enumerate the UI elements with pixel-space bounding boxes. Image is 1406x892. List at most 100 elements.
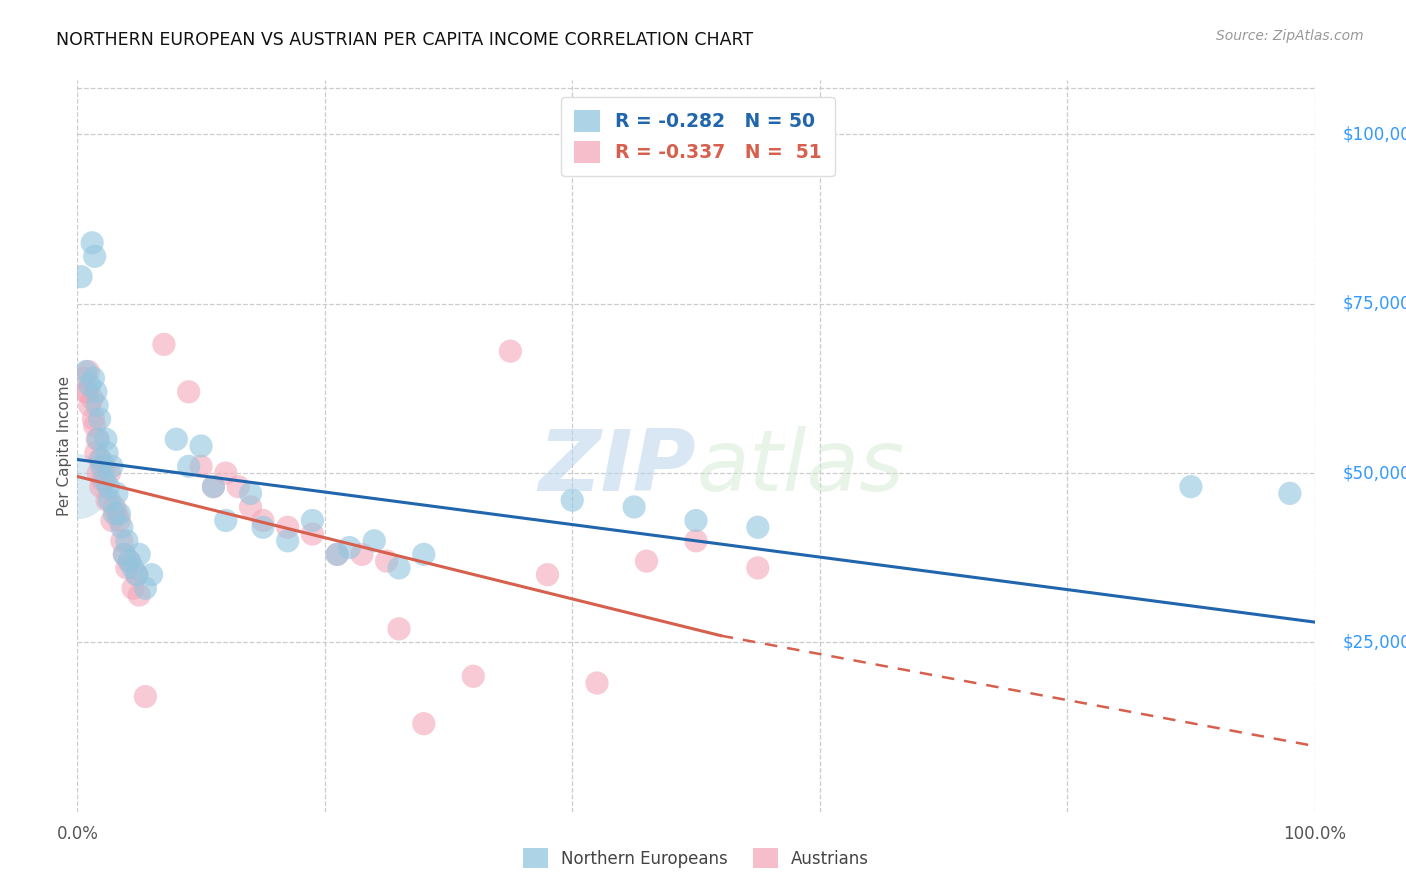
Point <box>118 554 141 568</box>
Point <box>252 514 274 528</box>
Point <box>87 432 110 446</box>
Point <box>111 533 134 548</box>
Point <box>636 554 658 568</box>
Point <box>70 269 93 284</box>
Point <box>141 567 163 582</box>
Point <box>91 459 114 474</box>
Point <box>86 432 108 446</box>
Point <box>103 507 125 521</box>
Point <box>82 412 104 426</box>
Point <box>277 520 299 534</box>
Point <box>87 466 110 480</box>
Point <box>586 676 609 690</box>
Point <box>96 493 118 508</box>
Text: NORTHERN EUROPEAN VS AUSTRIAN PER CAPITA INCOME CORRELATION CHART: NORTHERN EUROPEAN VS AUSTRIAN PER CAPITA… <box>56 31 754 49</box>
Point <box>105 507 128 521</box>
Point <box>375 554 398 568</box>
Point <box>326 547 349 561</box>
Point <box>685 514 707 528</box>
Point <box>75 364 97 378</box>
Point <box>66 480 89 494</box>
Text: atlas: atlas <box>696 426 904 509</box>
Point <box>202 480 225 494</box>
Point <box>202 480 225 494</box>
Point <box>239 486 262 500</box>
Point <box>82 235 104 250</box>
Point <box>79 398 101 412</box>
Point <box>108 514 131 528</box>
Point <box>91 473 114 487</box>
Y-axis label: Per Capita Income: Per Capita Income <box>56 376 72 516</box>
Point <box>93 473 115 487</box>
Point <box>101 514 124 528</box>
Point <box>82 392 104 406</box>
Point <box>125 567 148 582</box>
Point <box>83 418 105 433</box>
Text: ZIP: ZIP <box>538 426 696 509</box>
Point <box>125 567 148 582</box>
Point <box>623 500 645 514</box>
Point <box>83 249 105 263</box>
Point <box>1278 486 1301 500</box>
Point <box>190 459 212 474</box>
Point <box>90 480 112 494</box>
Point <box>1180 480 1202 494</box>
Point <box>226 480 249 494</box>
Point <box>108 507 131 521</box>
Point <box>89 452 111 467</box>
Point <box>388 622 411 636</box>
Point <box>747 561 769 575</box>
Point <box>561 493 583 508</box>
Point <box>190 439 212 453</box>
Point <box>86 398 108 412</box>
Point <box>339 541 361 555</box>
Point <box>89 412 111 426</box>
Point <box>103 500 125 514</box>
Point <box>165 432 187 446</box>
Point <box>112 547 135 561</box>
Point <box>84 446 107 460</box>
Point <box>98 493 121 508</box>
Point <box>75 384 97 399</box>
Point <box>239 500 262 514</box>
Point <box>536 567 558 582</box>
Point <box>77 364 100 378</box>
Point <box>90 452 112 467</box>
Text: Source: ZipAtlas.com: Source: ZipAtlas.com <box>1216 29 1364 43</box>
Point <box>101 459 124 474</box>
Point <box>153 337 176 351</box>
Point <box>128 547 150 561</box>
Point <box>388 561 411 575</box>
Text: $25,000: $25,000 <box>1343 633 1406 651</box>
Point <box>97 480 120 494</box>
Point <box>96 446 118 460</box>
Point <box>463 669 485 683</box>
Point <box>412 547 434 561</box>
Point <box>177 384 200 399</box>
Point <box>412 716 434 731</box>
Point <box>134 690 156 704</box>
Point <box>363 533 385 548</box>
Point <box>93 459 115 474</box>
Point <box>747 520 769 534</box>
Point <box>94 432 117 446</box>
Point <box>128 588 150 602</box>
Point <box>115 533 138 548</box>
Point <box>98 466 121 480</box>
Point <box>105 486 128 500</box>
Point <box>112 547 135 561</box>
Point <box>301 527 323 541</box>
Point <box>301 514 323 528</box>
Legend: Northern Europeans, Austrians: Northern Europeans, Austrians <box>515 839 877 877</box>
Point <box>134 581 156 595</box>
Point <box>82 371 104 385</box>
Point <box>177 459 200 474</box>
Point <box>118 554 141 568</box>
Point <box>326 547 349 561</box>
Text: $75,000: $75,000 <box>1343 294 1406 313</box>
Point <box>215 466 238 480</box>
Point <box>350 547 373 561</box>
Point <box>252 520 274 534</box>
Point <box>84 384 107 399</box>
Text: $50,000: $50,000 <box>1343 464 1406 482</box>
